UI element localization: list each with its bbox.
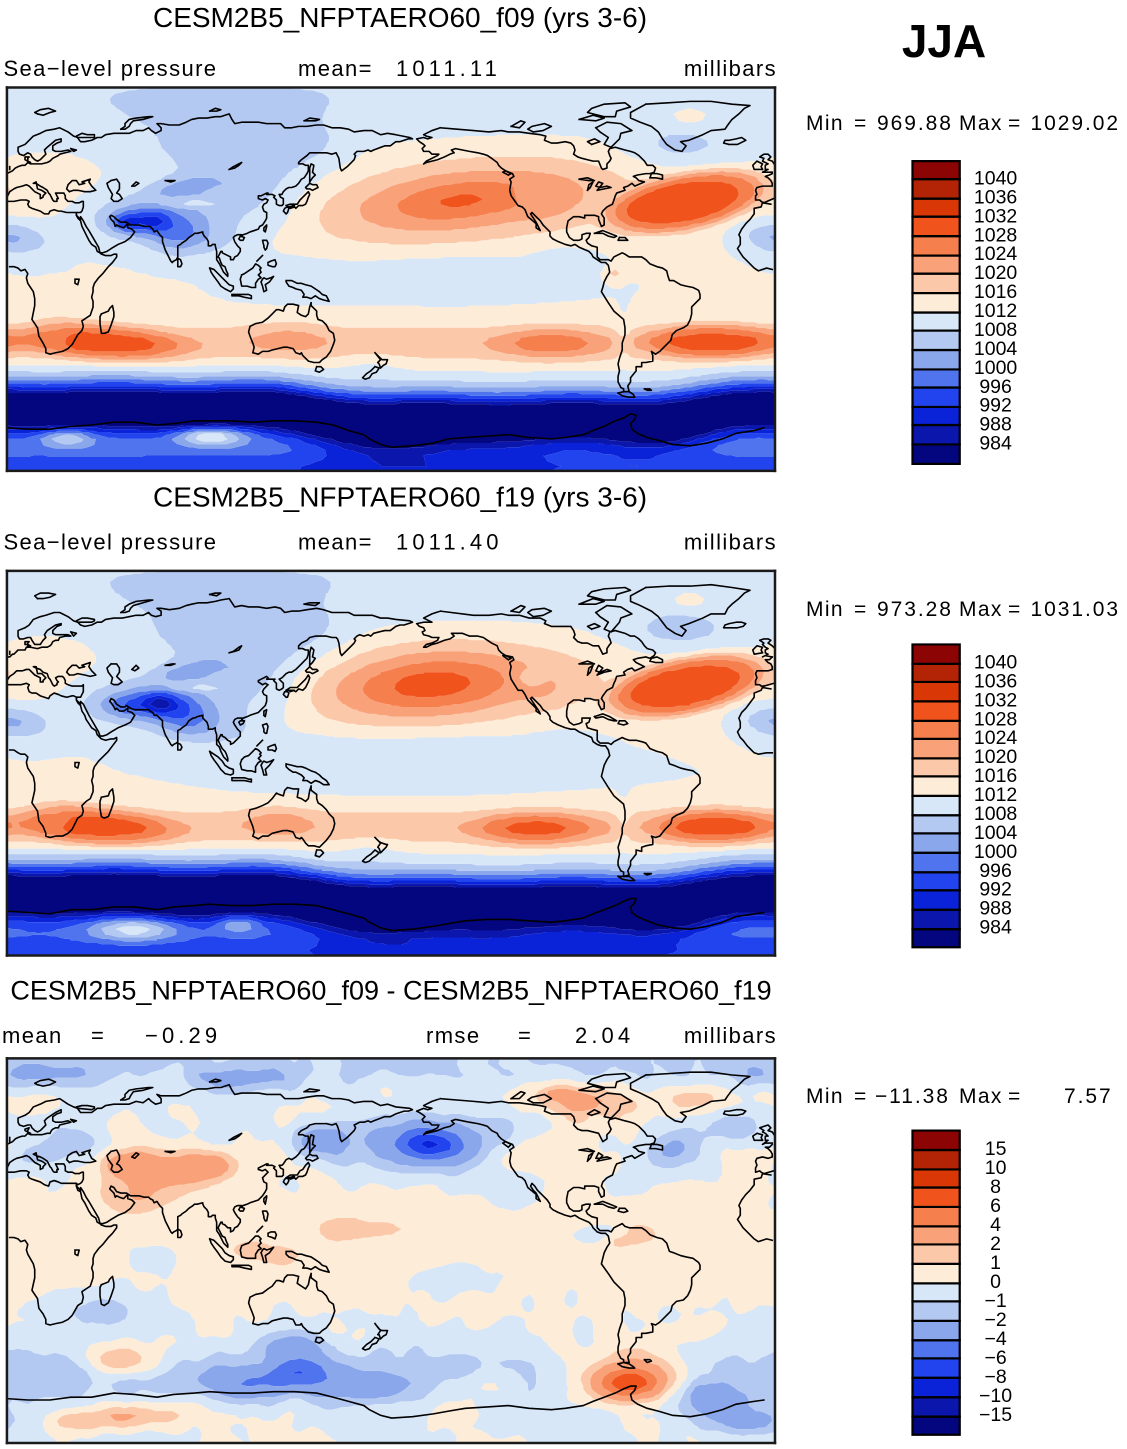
svg-text:=: =	[854, 1085, 868, 1108]
svg-text:=: =	[91, 1023, 105, 1048]
svg-text:992: 992	[979, 879, 1012, 901]
svg-text:Sea−level pressure: Sea−level pressure	[4, 56, 218, 81]
svg-text:CESM2B5_NFPTAERO60_f09 - CESM2: CESM2B5_NFPTAERO60_f09 - CESM2B5_NFPTAER…	[10, 976, 771, 1006]
svg-text:8: 8	[990, 1176, 1001, 1198]
svg-text:=: =	[518, 1023, 532, 1048]
svg-text:Min: Min	[806, 112, 844, 135]
svg-text:rmse: rmse	[426, 1023, 480, 1048]
svg-text:1008: 1008	[974, 803, 1017, 825]
svg-text:1040: 1040	[974, 167, 1018, 189]
svg-text:millibars: millibars	[684, 56, 777, 81]
svg-text:984: 984	[979, 917, 1012, 939]
svg-text:1029.02: 1029.02	[1031, 112, 1120, 135]
svg-text:1000: 1000	[974, 357, 1018, 379]
svg-text:1028: 1028	[974, 708, 1017, 730]
svg-text:=: =	[854, 598, 868, 621]
svg-text:1031.03: 1031.03	[1031, 598, 1120, 621]
svg-text:984: 984	[979, 433, 1012, 455]
svg-text:1012: 1012	[974, 784, 1017, 806]
svg-text:6: 6	[990, 1195, 1001, 1217]
svg-text:millibars: millibars	[684, 1023, 777, 1048]
svg-text:millibars: millibars	[684, 530, 777, 555]
svg-text:1011.40: 1011.40	[396, 530, 503, 555]
svg-text:988: 988	[979, 414, 1012, 436]
svg-text:mean=: mean=	[298, 56, 373, 81]
svg-text:1028: 1028	[974, 224, 1017, 246]
svg-text:1004: 1004	[974, 338, 1018, 360]
svg-text:−8: −8	[984, 1366, 1006, 1388]
svg-text:992: 992	[979, 395, 1012, 417]
svg-text:1000: 1000	[974, 841, 1018, 863]
svg-text:−0.29: −0.29	[145, 1023, 221, 1048]
svg-text:Max: Max	[959, 598, 1003, 621]
svg-text:2.04: 2.04	[575, 1023, 634, 1048]
svg-text:−4: −4	[984, 1328, 1006, 1350]
svg-text:−6: −6	[984, 1347, 1006, 1369]
svg-text:1040: 1040	[974, 651, 1018, 673]
svg-text:JJA: JJA	[902, 15, 986, 67]
svg-text:1020: 1020	[974, 746, 1018, 768]
svg-text:−10: −10	[979, 1385, 1012, 1407]
svg-text:1: 1	[990, 1252, 1001, 1274]
svg-text:7.57: 7.57	[1064, 1085, 1113, 1108]
svg-text:996: 996	[979, 860, 1012, 882]
svg-text:10: 10	[985, 1157, 1007, 1179]
svg-text:mean=: mean=	[298, 530, 373, 555]
svg-text:996: 996	[979, 376, 1012, 398]
svg-text:2: 2	[990, 1233, 1001, 1255]
svg-text:1032: 1032	[974, 205, 1017, 227]
svg-text:1036: 1036	[974, 670, 1017, 692]
svg-text:Min: Min	[806, 1085, 844, 1108]
svg-text:mean: mean	[2, 1023, 63, 1048]
svg-text:4: 4	[990, 1214, 1001, 1236]
svg-text:1024: 1024	[974, 727, 1018, 749]
svg-text:1024: 1024	[974, 243, 1018, 265]
svg-text:=: =	[1008, 112, 1022, 135]
svg-text:=: =	[854, 112, 868, 135]
svg-text:−11.38: −11.38	[875, 1085, 950, 1108]
svg-text:15: 15	[985, 1138, 1007, 1160]
svg-text:1016: 1016	[974, 281, 1017, 303]
svg-text:1016: 1016	[974, 765, 1017, 787]
svg-text:0: 0	[990, 1271, 1001, 1293]
svg-text:1020: 1020	[974, 262, 1018, 284]
svg-text:973.28: 973.28	[877, 598, 953, 621]
svg-text:Max: Max	[959, 112, 1003, 135]
svg-text:CESM2B5_NFPTAERO60_f09 (yrs 3-: CESM2B5_NFPTAERO60_f09 (yrs 3-6)	[153, 2, 647, 33]
svg-text:1011.11: 1011.11	[396, 56, 501, 81]
svg-text:−2: −2	[984, 1309, 1006, 1331]
svg-text:−1: −1	[984, 1290, 1006, 1312]
svg-text:CESM2B5_NFPTAERO60_f19 (yrs 3-: CESM2B5_NFPTAERO60_f19 (yrs 3-6)	[153, 481, 647, 512]
svg-text:1012: 1012	[974, 300, 1017, 322]
svg-text:Min: Min	[806, 598, 844, 621]
svg-text:1032: 1032	[974, 689, 1017, 711]
svg-text:Sea−level pressure: Sea−level pressure	[4, 530, 218, 555]
svg-text:969.88: 969.88	[877, 112, 953, 135]
svg-text:=: =	[1008, 598, 1022, 621]
svg-text:988: 988	[979, 898, 1012, 920]
svg-text:Max: Max	[959, 1085, 1003, 1108]
svg-text:=: =	[1008, 1085, 1022, 1108]
svg-text:1004: 1004	[974, 822, 1018, 844]
svg-text:1036: 1036	[974, 186, 1017, 208]
svg-text:1008: 1008	[974, 319, 1017, 341]
svg-text:−15: −15	[979, 1404, 1012, 1426]
